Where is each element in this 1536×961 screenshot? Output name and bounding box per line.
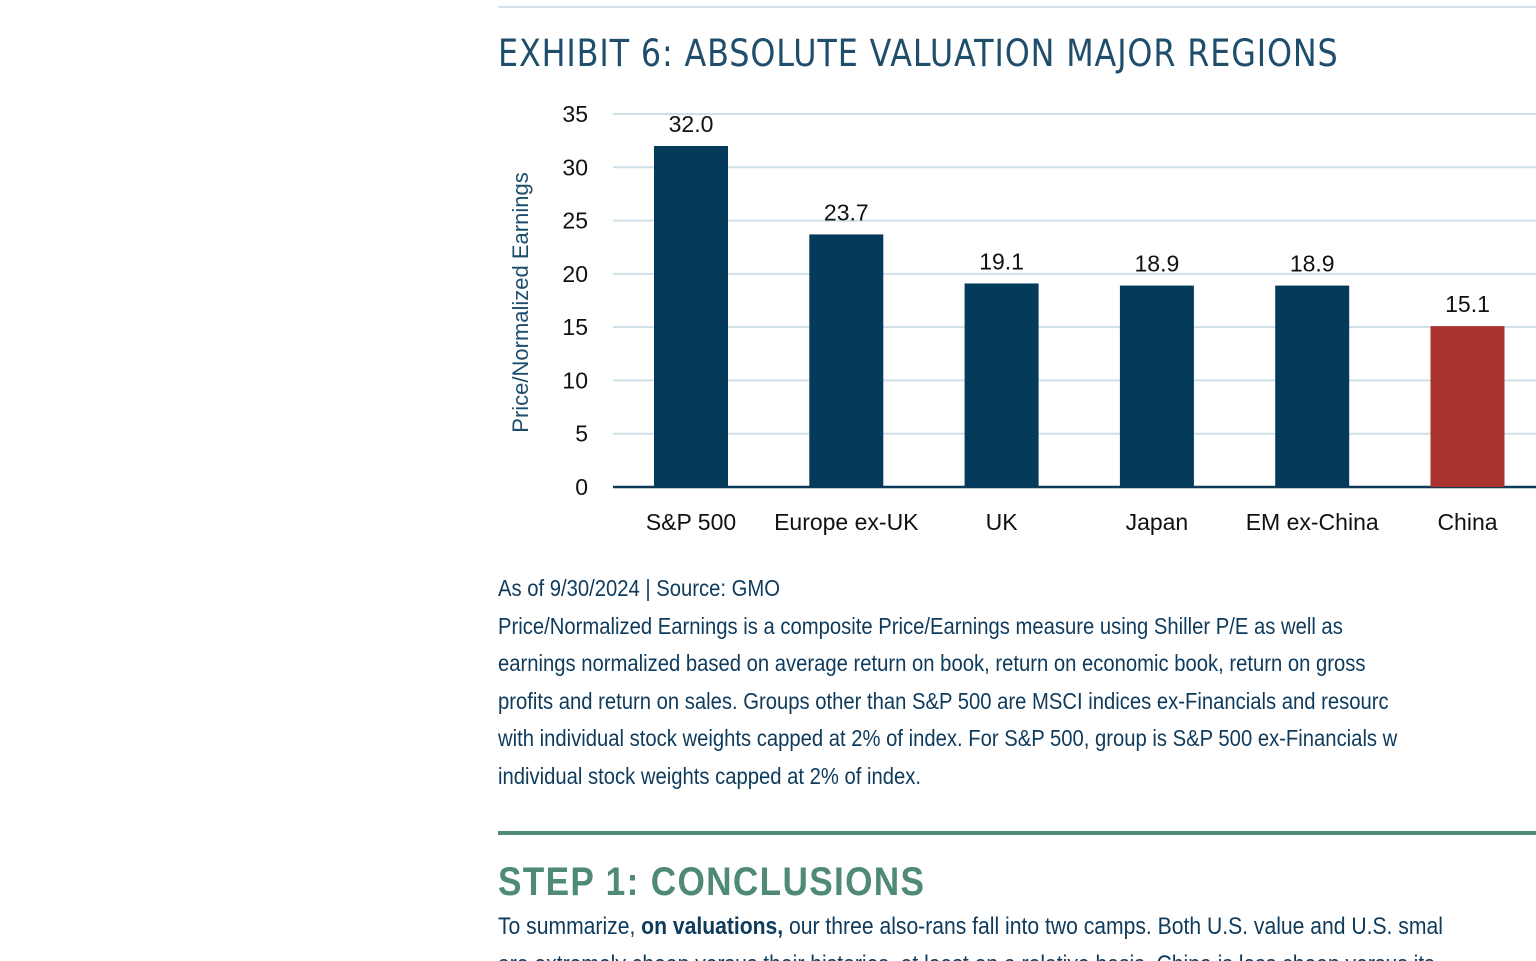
caption-line-1: Price/Normalized Earnings is a composite… xyxy=(498,612,1343,639)
y-tick-label: 25 xyxy=(562,208,588,234)
bar-value-label: 15.1 xyxy=(1445,291,1490,317)
bar xyxy=(809,234,884,487)
body-line-1-start: To summarize, xyxy=(498,913,642,940)
x-tick-label: China xyxy=(1437,509,1497,535)
caption-line-5: individual stock weights capped at 2% of… xyxy=(498,762,922,789)
bar-chart: 32.023.719.1 18.9 18.915.1 05101520253035 … xyxy=(508,101,1536,535)
caption-line-3: profits and return on sales. Groups othe… xyxy=(498,687,1389,714)
caption-line-2: earnings normalized based on average ret… xyxy=(498,650,1366,676)
y-tick-label: 30 xyxy=(562,154,588,180)
x-tick-label: Europe ex-UK xyxy=(774,509,919,535)
body-line-1-end: our three also-rans fall into two camps.… xyxy=(783,913,1443,940)
bar-value-label: 32.0 xyxy=(669,111,714,137)
top-divider xyxy=(498,6,1536,8)
bar xyxy=(964,283,1039,487)
bar-value-label: 19.1 xyxy=(979,248,1024,274)
source-note: As of 9/30/2024 | Source: GMO xyxy=(498,575,781,601)
caption-line-4: with individual stock weights capped at … xyxy=(498,725,1398,751)
bar xyxy=(654,145,728,487)
body-paragraph: To summarize, on valuations, our three a… xyxy=(498,908,1536,961)
section-title: STEP 1: CONCLUSIONS xyxy=(498,860,926,904)
bar-value-label: 18.9 xyxy=(1135,251,1180,277)
exhibit-title: EXHIBIT 6: ABSOLUTE VALUATION MAJOR REGI… xyxy=(498,32,1339,75)
body-emphasis: on valuations, xyxy=(641,913,784,940)
x-tick-label: UK xyxy=(986,509,1019,535)
y-tick-label: 20 xyxy=(562,261,588,287)
bar-value-label: 18.9 xyxy=(1290,251,1335,277)
y-tick-label: 15 xyxy=(562,314,588,340)
bar-value-label: 23.7 xyxy=(824,199,869,225)
y-tick-label: 0 xyxy=(575,474,588,500)
y-tick-label: 35 xyxy=(562,101,588,127)
y-tick-label: 10 xyxy=(562,367,588,393)
section-divider xyxy=(498,831,1536,835)
x-tick-label: Japan xyxy=(1126,509,1189,535)
x-tick-label: S&P 500 xyxy=(646,509,736,535)
x-tick-label: EM ex-China xyxy=(1246,509,1379,535)
y-axis-label: Price/Normalized Earnings xyxy=(508,172,533,432)
bar xyxy=(1119,285,1194,487)
bar xyxy=(1430,326,1505,487)
bar xyxy=(1275,285,1350,487)
y-tick-label: 5 xyxy=(575,421,588,447)
body-line-2: are extremely cheap versus their histori… xyxy=(498,946,1466,961)
chart-caption: As of 9/30/2024 | Source: GMO Price/Norm… xyxy=(498,570,1536,795)
body-line-1: To summarize, on valuations, our three a… xyxy=(498,908,1466,946)
